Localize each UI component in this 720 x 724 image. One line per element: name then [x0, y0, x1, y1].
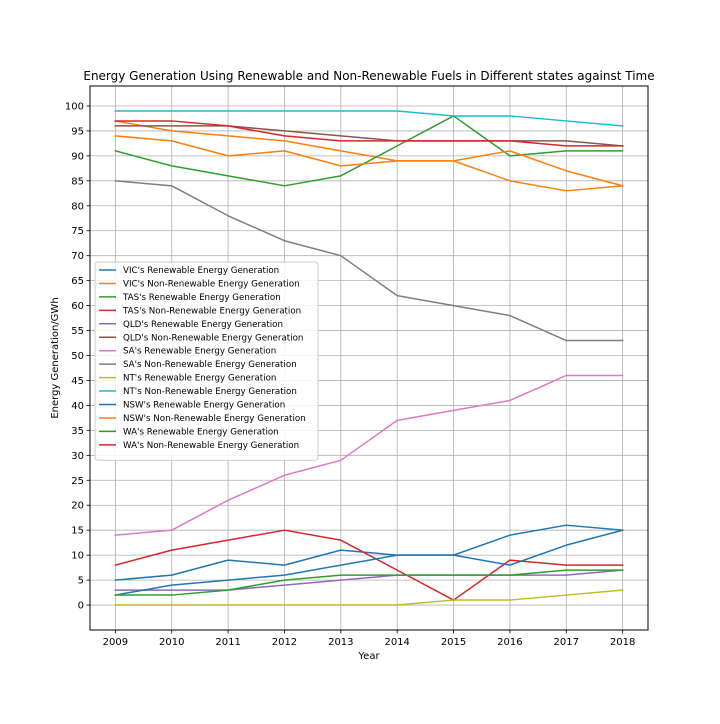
x-axis-ticks: 2009 2010 2011 2012 2013 2014 2015 2016 2017 2018 — [103, 630, 635, 648]
y-tick-label: 75 — [71, 226, 84, 237]
y-tick-label: 35 — [71, 426, 84, 437]
y-tick-label: 20 — [71, 501, 84, 512]
x-tick-label: 2012 — [272, 637, 297, 648]
x-tick-label: 2016 — [497, 637, 522, 648]
x-tick-label: 2017 — [554, 637, 579, 648]
series-lines — [114, 110, 624, 606]
y-tick-label: 80 — [71, 201, 84, 212]
legend-box — [94, 261, 319, 461]
x-tick-label: 2015 — [441, 637, 466, 648]
series-line — [114, 524, 624, 581]
legend-label: WA's Non-Renewable Energy Generation — [123, 441, 299, 451]
y-tick-label: 30 — [71, 451, 84, 462]
y-tick-label: 70 — [71, 251, 84, 262]
series-line — [114, 589, 624, 606]
y-tick-label: 10 — [71, 551, 84, 562]
y-tick-label: 25 — [71, 476, 84, 487]
x-axis-label: Year — [357, 651, 380, 662]
legend: VIC's Renewable Energy Generation VIC's N… — [94, 261, 319, 461]
y-tick-label: 65 — [71, 276, 84, 287]
series-line — [114, 569, 624, 591]
series-line — [114, 110, 624, 127]
y-tick-label: 85 — [71, 176, 84, 187]
legend-label: WA's Renewable Energy Generation — [123, 427, 279, 437]
series-line — [114, 135, 624, 187]
legend-label: NSW's Non-Renewable Energy Generation — [123, 414, 306, 424]
y-tick-label: 55 — [71, 326, 84, 337]
legend-label: VIC's Non-Renewable Energy Generation — [123, 279, 300, 289]
plot-frame — [89, 85, 649, 631]
y-tick-label: 100 — [65, 101, 84, 112]
series-line — [114, 120, 624, 192]
y-tick-label: 5 — [78, 576, 84, 587]
legend-label: SA's Renewable Energy Generation — [123, 347, 276, 357]
legend-label: VIC's Renewable Energy Generation — [123, 266, 279, 276]
x-tick-label: 2009 — [103, 637, 128, 648]
legend-label: NSW's Renewable Energy Generation — [123, 401, 285, 411]
y-tick-label: 90 — [71, 151, 84, 162]
series-line — [114, 115, 624, 187]
y-tick-label: 40 — [71, 401, 84, 412]
y-tick-label: 0 — [78, 601, 84, 612]
series-line — [114, 125, 624, 147]
legend-label: SA's Non-Renewable Energy Generation — [123, 360, 297, 370]
series-line — [114, 180, 624, 342]
x-tick-label: 2014 — [384, 637, 409, 648]
y-tick-label: 15 — [71, 526, 84, 537]
y-tick-label: 45 — [71, 376, 84, 387]
legend-label: QLD's Renewable Energy Generation — [123, 320, 283, 330]
y-tick-label: 60 — [71, 301, 84, 312]
legend-label: TAS's Non-Renewable Energy Generation — [122, 306, 301, 316]
x-tick-label: 2018 — [610, 637, 635, 648]
y-axis-ticks: 0 5 10 15 20 25 30 35 40 45 50 55 60 65 70 75 80 85 90 95 10… — [65, 101, 90, 612]
x-tick-label: 2011 — [215, 637, 240, 648]
series-line — [114, 569, 624, 596]
series-line — [114, 529, 624, 596]
y-axis-label: Energy Generation/GWh — [50, 297, 61, 418]
x-tick-label: 2010 — [159, 637, 184, 648]
series-line — [114, 120, 624, 147]
legend-label: TAS's Renewable Energy Generation — [122, 293, 281, 303]
y-tick-label: 95 — [71, 126, 84, 137]
legend-label: QLD's Non-Renewable Energy Generation — [123, 333, 303, 343]
chart-title: Energy Generation Using Renewable and No… — [83, 69, 654, 83]
legend-label: NT's Non-Renewable Energy Generation — [123, 387, 297, 397]
series-line — [114, 529, 624, 601]
legend-label: NT's Renewable Energy Generation — [123, 374, 276, 384]
series-line — [114, 374, 624, 536]
x-tick-label: 2013 — [328, 637, 353, 648]
y-tick-label: 50 — [71, 351, 84, 362]
